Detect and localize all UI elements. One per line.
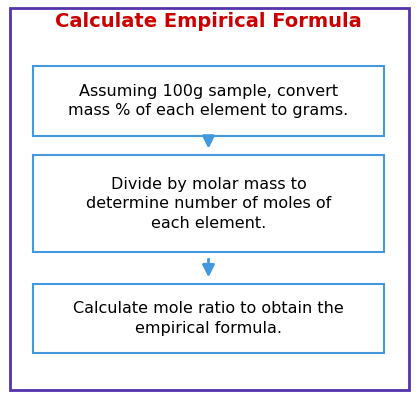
- Text: Assuming 100g sample, convert
mass % of each element to grams.: Assuming 100g sample, convert mass % of …: [68, 84, 349, 118]
- Text: Divide by molar mass to
determine number of moles of
each element.: Divide by molar mass to determine number…: [86, 177, 331, 231]
- Text: Calculate mole ratio to obtain the
empirical formula.: Calculate mole ratio to obtain the empir…: [73, 301, 344, 336]
- FancyBboxPatch shape: [10, 8, 409, 390]
- FancyBboxPatch shape: [33, 284, 384, 353]
- FancyBboxPatch shape: [33, 66, 384, 135]
- FancyBboxPatch shape: [33, 156, 384, 253]
- Text: Calculate Empirical Formula: Calculate Empirical Formula: [55, 12, 362, 31]
